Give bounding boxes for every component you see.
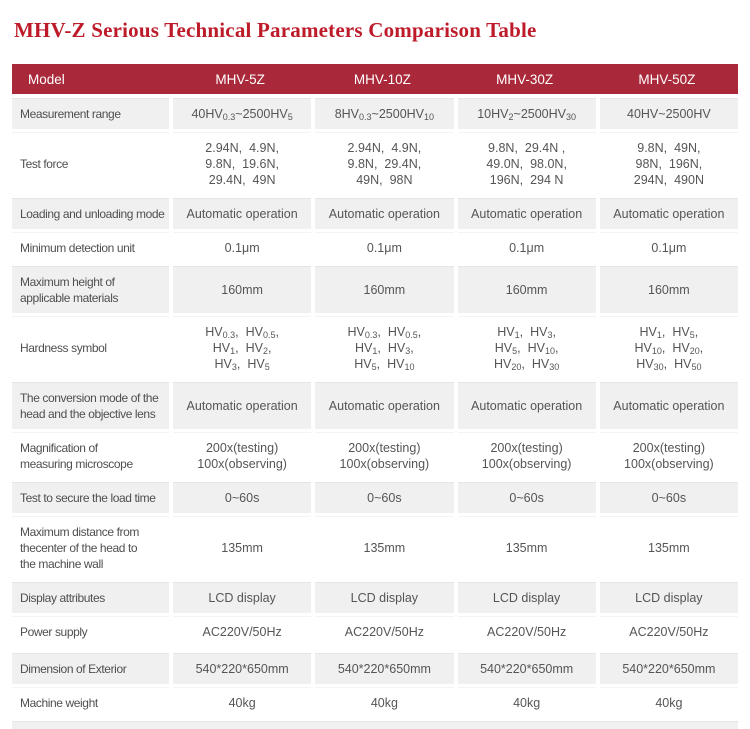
page-title: MHV-Z Serious Technical Parameters Compa… [14,18,537,42]
table-cell: 40HV0.3~2500HV5 [173,98,312,129]
table-cell: 540*220*650mm [315,653,454,684]
table-cell: 0~60s [315,482,454,513]
row-label: Minimum detection unit [12,232,169,263]
table-cell: 8HV0.3~2500HV10 [315,98,454,129]
table-row: Maximum height of applicable materials 160… [12,266,738,313]
table-cell: 0.1μm [315,232,454,263]
table-cell: Automatic operation [173,382,312,429]
row-label: Maximum height of applicable materials [12,266,169,313]
row-label: Loading and unloading mode [12,198,169,229]
table-cell: 40kg [315,687,454,718]
header-column: MHV-10Z [353,71,411,87]
table-cell: 540*220*650mm [457,653,596,684]
table-cell: 200x(testing) 100x(observing) [173,432,312,479]
table-cell: 40kg [457,687,596,718]
table-cell: 540*220*650mm [173,653,312,684]
table-row: Measurement range 40HV0.3~2500HV5 8HV0.3~2… [12,98,738,129]
table-cell: 9.8N, 29.4N , 49.0N, 98.0N, 196N, 294 N [457,132,596,195]
table-cell: 540*220*650mm [599,653,738,684]
table-cell: 135mm [599,516,738,579]
table-cell: 2.94N, 4.9N, 9.8N, 19.6N, 29.4N, 49N [173,132,312,195]
table-header-row: Model MHV-5Z MHV-10Z MHV-30Z MHV-50Z [12,64,738,94]
table-cell: LCD display [599,582,738,613]
table-cell: Automatic operation [315,198,454,229]
table-row: Power supply AC220V/50Hz AC220V/50Hz AC220V… [12,616,738,647]
table-cell: 135mm [457,516,596,579]
row-label: Measurement range [12,98,169,129]
table-cell: Automatic operation [457,382,596,429]
table-row: Machine weight 40kg 40kg 40kg 40kg [12,687,738,718]
row-label: Test force [12,132,169,195]
table-cell: AC220V/50Hz [599,616,738,647]
table-row: Magnification of measuring microscope 200x… [12,432,738,479]
table-cell: Automatic operation [173,198,312,229]
row-label: Test to secure the load time [12,482,169,513]
table-row: Test force 2.94N, 4.9N, 9.8N, 19.6N, 29.4N,… [12,132,738,195]
table-cell: HV1, HV5, HV10, HV20, HV30, HV50 [599,316,738,379]
table-cell: AC220V/50Hz [315,616,454,647]
header-model-label: Model [28,71,65,87]
table-cell: 200x(testing) 100x(observing) [599,432,738,479]
table-row: Loading and unloading mode Automatic oper… [12,198,738,229]
table-cell: LCD display [173,582,312,613]
table-cell: 40kg [173,687,312,718]
table-cell: 160mm [599,266,738,313]
table-cell: Automatic operation [599,198,738,229]
table-bottom-strip [12,721,738,729]
header-column: MHV-50Z [638,71,696,87]
table-cell: LCD display [457,582,596,613]
table-cell: 0.1μm [599,232,738,263]
table-row: Test to secure the load time 0~60s 0~60s 0~… [12,482,738,513]
table-row: The conversion mode of the head and the o… [12,382,738,429]
row-label: Machine weight [12,687,169,718]
table-cell: HV0.3, HV0.5, HV1, HV3, HV5, HV10 [315,316,454,379]
comparison-table: Model MHV-5Z MHV-10Z MHV-30Z MHV-50Z Measur… [12,64,738,729]
table-cell: 0.1μm [173,232,312,263]
row-label: Hardness symbol [12,316,169,379]
table-cell: 160mm [457,266,596,313]
table-cell: 200x(testing) 100x(observing) [315,432,454,479]
table-cell: 135mm [315,516,454,579]
table-cell: Automatic operation [315,382,454,429]
table-body: Measurement range 40HV0.3~2500HV5 8HV0.3~2… [12,98,738,718]
table-cell: 0~60s [457,482,596,513]
table-cell: 2.94N, 4.9N, 9.8N, 29.4N, 49N, 98N [315,132,454,195]
table-cell: HV0.3, HV0.5, HV1, HV2, HV3, HV5 [173,316,312,379]
table-cell: Automatic operation [599,382,738,429]
table-cell: LCD display [315,582,454,613]
table-cell: 200x(testing) 100x(observing) [457,432,596,479]
table-row: Maximum distance from thecenter of the he… [12,516,738,579]
row-label: Maximum distance from thecenter of the he… [12,516,169,579]
table-row: Dimension of Exterior 540*220*650mm 540*22… [12,653,738,684]
row-label: Display attributes [12,582,169,613]
table-cell: AC220V/50Hz [173,616,312,647]
table-cell: 10HV2~2500HV30 [457,98,596,129]
table-cell: 0~60s [599,482,738,513]
table-cell: 0.1μm [457,232,596,263]
row-label: Dimension of Exterior [12,653,169,684]
header-column: MHV-30Z [496,71,554,87]
table-cell: 40HV~2500HV [599,98,738,129]
table-cell: 40kg [599,687,738,718]
row-label: Power supply [12,616,169,647]
table-cell: 135mm [173,516,312,579]
header-column: MHV-5Z [215,71,265,87]
table-cell: 9.8N, 49N, 98N, 196N, 294N, 490N [599,132,738,195]
table-row: Hardness symbol HV0.3, HV0.5, HV1, HV2, HV3… [12,316,738,379]
table-cell: 160mm [173,266,312,313]
table-cell: AC220V/50Hz [457,616,596,647]
table-cell: 160mm [315,266,454,313]
row-label: The conversion mode of the head and the o… [12,382,169,429]
table-cell: 0~60s [173,482,312,513]
table-row: Display attributes LCD display LCD display… [12,582,738,613]
row-label: Magnification of measuring microscope [12,432,169,479]
table-cell: Automatic operation [457,198,596,229]
table-row: Minimum detection unit 0.1μm 0.1μm 0.1μm 0.1… [12,232,738,263]
table-cell: HV1, HV3, HV5, HV10, HV20, HV30 [457,316,596,379]
